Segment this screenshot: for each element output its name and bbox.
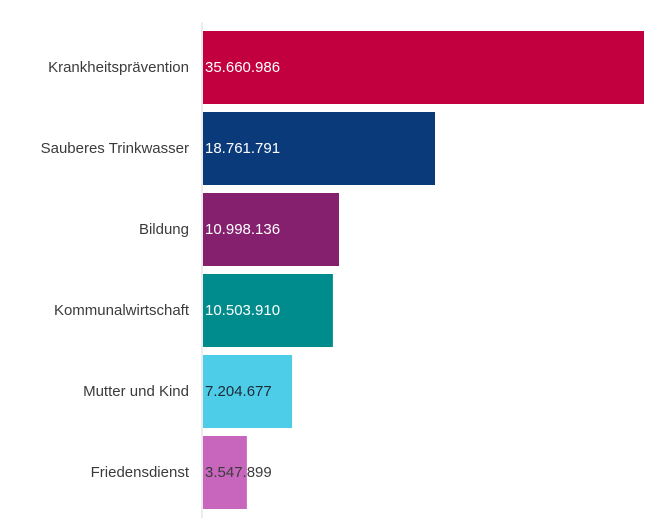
bar-3 <box>203 193 340 266</box>
category-label: Kommunalwirtschaft <box>54 302 190 319</box>
category-label: Friedensdienst <box>91 464 190 481</box>
bar-4 <box>203 274 333 347</box>
value-label: 10.998.136 <box>205 221 280 238</box>
category-label: Bildung <box>139 221 189 238</box>
category-label: Mutter und Kind <box>83 383 189 400</box>
bar-6 <box>203 436 247 509</box>
value-label: 35.660.986 <box>205 59 280 76</box>
bar-5 <box>203 355 293 428</box>
category-label: Krankheitsprävention <box>48 59 189 76</box>
bars-group: Krankheitsprävention 35.660.986 Sauberes T… <box>41 31 644 509</box>
value-label: 18.761.791 <box>205 140 280 157</box>
value-label: 3.547.899 <box>205 464 272 481</box>
value-label: 7.204.677 <box>205 383 272 400</box>
category-label: Sauberes Trinkwasser <box>41 140 189 157</box>
bar-2 <box>203 112 436 185</box>
bar-1 <box>203 31 644 104</box>
value-label: 10.503.910 <box>205 302 280 319</box>
